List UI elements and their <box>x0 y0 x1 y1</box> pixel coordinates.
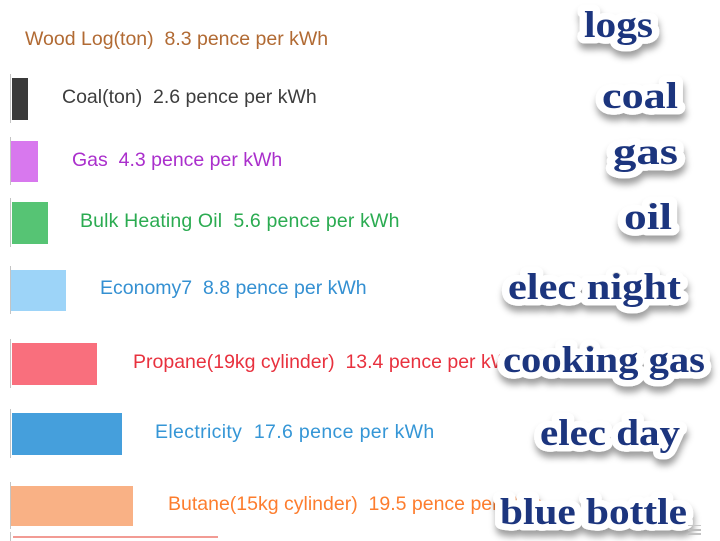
svg-text:elec night: elec night <box>508 266 681 307</box>
svg-text:gas: gas <box>613 131 678 172</box>
svg-text:blue bottle: blue bottle <box>500 491 687 532</box>
svg-text:logs: logs <box>584 4 653 45</box>
svg-text:oil: oil <box>624 196 672 237</box>
svg-text:elec day: elec day <box>540 412 680 453</box>
svg-text:coal: coal <box>602 75 678 116</box>
svg-text:cooking gas: cooking gas <box>503 339 705 380</box>
